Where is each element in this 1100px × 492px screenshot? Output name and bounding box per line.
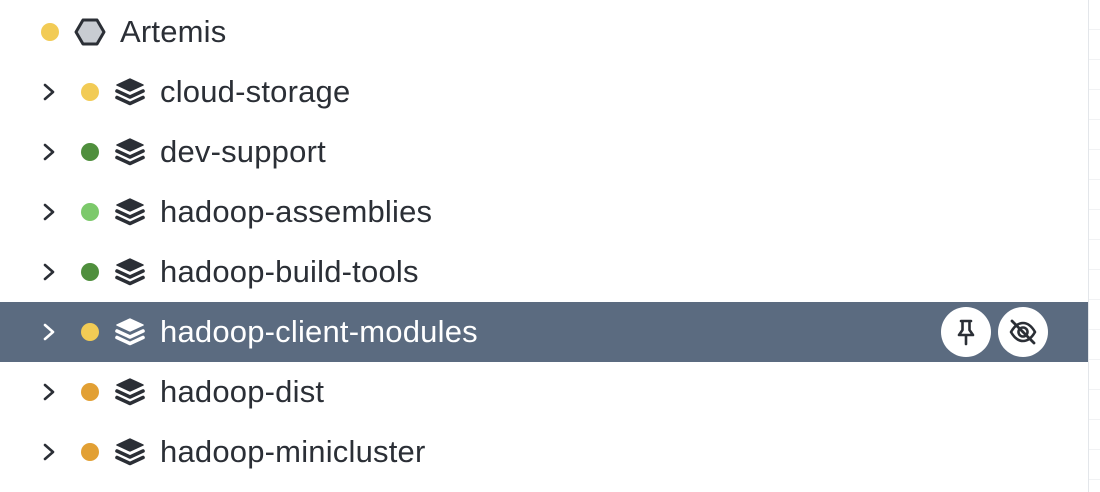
tree-item-hadoop-minicluster[interactable]: hadoop-minicluster: [0, 422, 1088, 482]
status-dot: [81, 203, 99, 221]
status-dot: [81, 263, 99, 281]
status-dot: [41, 23, 59, 41]
tree-item-label: hadoop-assemblies: [160, 194, 433, 229]
tree-item-cloud-storage[interactable]: cloud-storage: [0, 62, 1088, 122]
eye-off-button[interactable]: [998, 307, 1048, 357]
chevron-right-icon[interactable]: [39, 82, 59, 102]
tree-item-label: hadoop-build-tools: [160, 254, 419, 289]
status-dot: [81, 83, 99, 101]
layers-icon: [113, 255, 147, 289]
tree-item-label: hadoop-client-modules: [160, 314, 478, 349]
layers-icon: [113, 375, 147, 409]
layers-icon: [113, 135, 147, 169]
chevron-right-icon[interactable]: [39, 382, 59, 402]
chevron-right-icon[interactable]: [39, 442, 59, 462]
tree-item-dev-support[interactable]: dev-support: [0, 122, 1088, 182]
tree-root-artemis[interactable]: Artemis: [0, 2, 1088, 62]
tree-item-hadoop-build-tools[interactable]: hadoop-build-tools: [0, 242, 1088, 302]
chevron-right-icon[interactable]: [39, 142, 59, 162]
hexagon-icon: [73, 15, 107, 49]
eye-off-icon: [1008, 317, 1038, 347]
chevron-right-icon[interactable]: [39, 322, 59, 342]
chevron-right-icon[interactable]: [39, 202, 59, 222]
layers-icon: [113, 435, 147, 469]
status-dot: [81, 443, 99, 461]
tree-item-hadoop-client-modules[interactable]: hadoop-client-modules: [0, 302, 1088, 362]
tree-item-hadoop-assemblies[interactable]: hadoop-assemblies: [0, 182, 1088, 242]
chevron-right-icon[interactable]: [39, 262, 59, 282]
tree-item-label: cloud-storage: [160, 74, 351, 109]
pin-button[interactable]: [941, 307, 991, 357]
scroll-gutter: [1088, 0, 1100, 492]
tree-item-label: Artemis: [120, 14, 227, 49]
tree-item-label: dev-support: [160, 134, 326, 169]
layers-icon: [113, 195, 147, 229]
status-dot: [81, 143, 99, 161]
layers-icon: [113, 75, 147, 109]
status-dot: [81, 323, 99, 341]
tree-item-label: hadoop-dist: [160, 374, 325, 409]
tree-item-hadoop-dist[interactable]: hadoop-dist: [0, 362, 1088, 422]
status-dot: [81, 383, 99, 401]
row-actions: [941, 307, 1048, 357]
pin-icon: [951, 317, 981, 347]
layers-icon: [113, 315, 147, 349]
tree-item-label: hadoop-minicluster: [160, 434, 426, 469]
